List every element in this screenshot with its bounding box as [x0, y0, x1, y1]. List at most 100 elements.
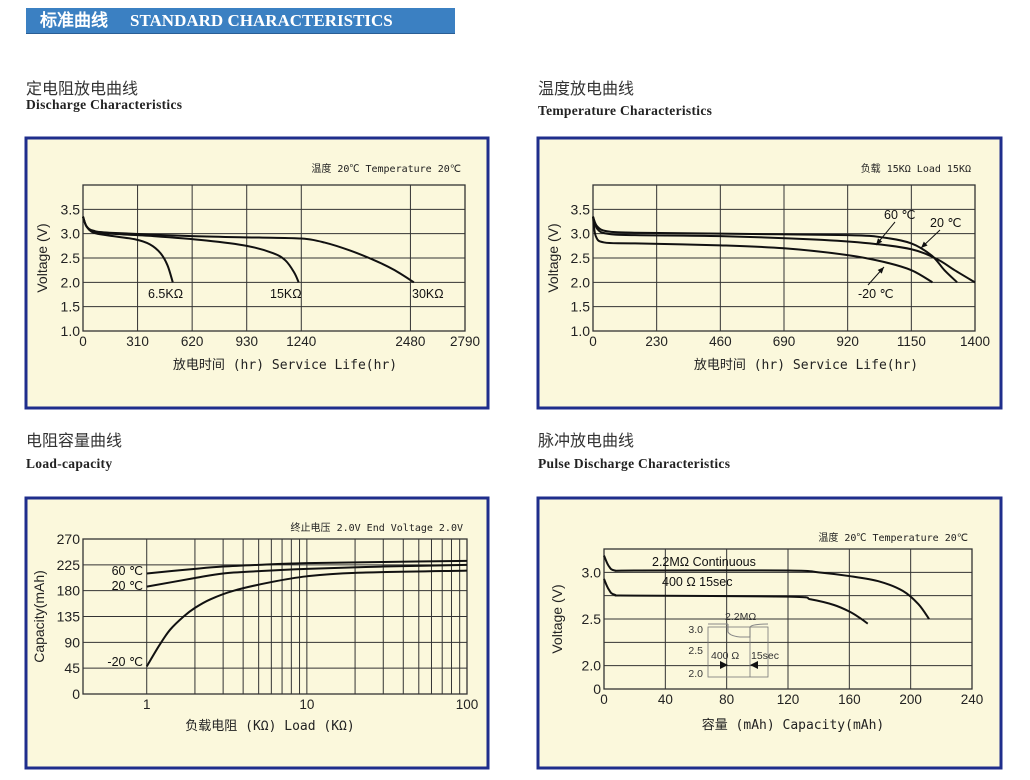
y-tick-label: 3.0: [571, 226, 591, 242]
section-3-title-cn: 电阻容量曲线: [26, 433, 123, 450]
plot-frame: [82, 184, 466, 332]
arrowhead-icon: [876, 238, 883, 245]
x-tick-label: 80: [719, 692, 734, 707]
x-axis-label: 容量 (mAh) Capacity(mAh): [702, 717, 885, 733]
y-axis-label: Voltage (V): [549, 584, 565, 653]
inset-y-label: 2.0: [688, 668, 703, 680]
y-tick-label: 2.0: [61, 274, 81, 290]
y-tick-label: 1.5: [571, 299, 591, 315]
x-tick-label: 310: [126, 334, 149, 349]
x-tick-label: 10: [299, 697, 314, 712]
x-tick-label: 0: [600, 692, 608, 707]
x-tick-label: 1150: [897, 334, 926, 349]
x-tick-label: 0: [589, 334, 597, 349]
x-tick-label: 240: [961, 692, 984, 707]
x-tick-label: 920: [836, 334, 859, 349]
section-3-title-en: Load-capacity: [26, 456, 113, 471]
y-tick-label: 2.0: [582, 658, 602, 674]
x-tick-label: 1400: [960, 334, 990, 349]
series-line-1: [146, 559, 468, 575]
y-tick-label: 3.0: [582, 564, 602, 580]
x-tick-label: 460: [709, 334, 732, 349]
series-label: 30KΩ: [412, 287, 444, 301]
x-tick-label: 230: [645, 334, 668, 349]
y-tick-label: 1.0: [61, 323, 81, 339]
y-tick-label: 225: [57, 557, 81, 573]
plot-frame: [82, 538, 468, 695]
y-axis-label: Voltage (V): [545, 223, 561, 292]
arrowhead-icon: [877, 267, 884, 274]
series-line-3: [145, 569, 468, 667]
series-line-3: [592, 216, 933, 284]
y-tick-label: 2.0: [571, 274, 591, 290]
series-label: 60 ℃: [112, 564, 143, 578]
y-tick-label: 2.5: [582, 611, 602, 627]
chart-1: 0 310 620 930 1240 2480 2790 1.0 1.5 2.0 2.5 3.0 3.5…: [24, 136, 490, 410]
inset-y-label: 3.0: [688, 624, 703, 636]
series-line-1: [603, 555, 930, 620]
chart-panel: [536, 136, 1003, 410]
series-line-3: [82, 216, 415, 284]
section-1-title-cn: 定电阻放电曲线: [26, 81, 139, 98]
x-axis-label: 放电时间 (hr) Service Life(hr): [173, 358, 397, 373]
y-tick-label: 1.0: [571, 323, 591, 339]
y-tick-label: 45: [64, 660, 80, 676]
section-4-title-cn: 脉冲放电曲线: [538, 433, 635, 450]
y-axis-label: Capacity(mAh): [31, 570, 47, 663]
y-tick-label: 2.5: [61, 250, 81, 266]
y-tick-label: 3.5: [61, 201, 81, 217]
x-tick-label: 100: [456, 697, 479, 712]
chart-4: 0 40 80 120 160 200 240 0 2.0 2.5 3.0 容量 (mAh) Capa…: [536, 496, 1003, 770]
section-1-title-en: Discharge Characteristics: [26, 97, 183, 112]
x-tick-label: 160: [838, 692, 861, 707]
y-tick-label: 3.0: [61, 226, 81, 242]
inset-y-label: 2.5: [688, 645, 703, 657]
header-title-cn: 标准曲线: [40, 11, 108, 30]
header-title-en: STANDARD CHARACTERISTICS: [130, 11, 393, 30]
x-tick-label: 690: [773, 334, 796, 349]
series-line-2: [592, 216, 976, 284]
series-label: 20 ℃: [112, 579, 143, 593]
chart-panel: [24, 496, 490, 770]
inset-duration-label: 15sec: [751, 650, 779, 662]
inset-top-label: 2.2MΩ: [725, 611, 756, 623]
x-tick-label: 40: [658, 692, 673, 707]
inset-frame: [707, 626, 769, 678]
chart-panel: [536, 496, 1003, 770]
y-tick-label: 0: [593, 681, 601, 697]
series-line-2: [603, 578, 869, 625]
x-tick-label: 200: [899, 692, 922, 707]
chart-2: 0 230 460 690 920 1150 1400 1.0 1.5 2.0 2.5 3.0 3.5 放…: [536, 136, 1003, 410]
y-tick-label: 180: [57, 583, 81, 599]
x-tick-label: 120: [777, 692, 800, 707]
y-axis-label: Voltage (V): [34, 223, 50, 292]
chart-note: 温度 20℃ Temperature 20℃: [818, 531, 968, 544]
section-2-title-cn: 温度放电曲线: [538, 81, 635, 98]
arrow-left-icon: [750, 661, 758, 669]
y-tick-label: 135: [57, 609, 81, 625]
x-tick-label: 2790: [450, 334, 480, 349]
x-tick-label: 1: [143, 697, 151, 712]
annotation-label: -20 ℃: [858, 287, 894, 301]
chart-note: 终止电压 2.0V End Voltage 2.0V: [291, 521, 463, 534]
series-line-2: [146, 563, 468, 588]
arrowhead-icon: [921, 241, 928, 248]
series-label: 400 Ω 15sec: [662, 575, 733, 589]
inset-pulse-line: [727, 623, 769, 638]
y-tick-label: 270: [57, 531, 81, 547]
annotation-label: 60 ℃: [884, 208, 915, 222]
x-axis-label: 放电时间 (hr) Service Life(hr): [694, 358, 918, 373]
chart-note: 温度 20℃ Temperature 20℃: [311, 162, 461, 175]
y-tick-label: 90: [64, 634, 80, 650]
arrow-right-icon: [720, 661, 728, 669]
series-label: -20 ℃: [107, 655, 143, 669]
annotation-label: 20 ℃: [930, 216, 961, 230]
y-tick-label: 2.5: [571, 250, 591, 266]
x-tick-label: 0: [79, 334, 87, 349]
series-label: 6.5KΩ: [148, 287, 183, 301]
pulse-inset: 2.2MΩ 3.0 2.5 2.0 400 Ω 15sec: [688, 611, 779, 680]
plot-frame: [603, 548, 973, 690]
series-label: 15KΩ: [270, 287, 302, 301]
